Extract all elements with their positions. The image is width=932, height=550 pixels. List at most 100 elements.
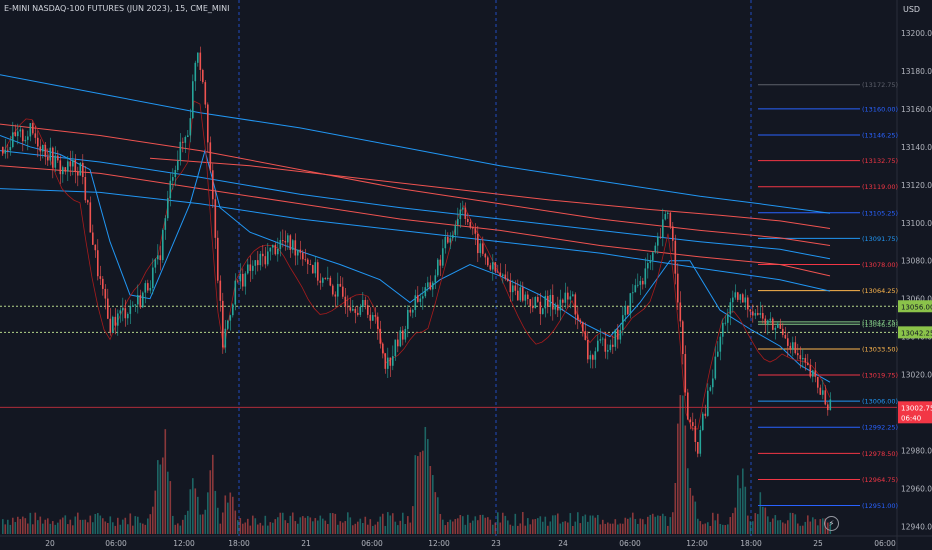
volume-bar [407, 516, 409, 534]
candle-body [192, 81, 194, 119]
candle-body [739, 294, 742, 300]
candle-body [309, 264, 312, 266]
candle-body [312, 265, 314, 274]
volume-bar [92, 522, 94, 534]
volume-bar [762, 506, 764, 534]
candle-body [452, 234, 454, 239]
candle-body [272, 244, 274, 248]
volume-bar [487, 517, 489, 534]
band-line [1, 100, 831, 430]
volume-bar [722, 524, 724, 534]
candle-body [217, 237, 219, 281]
volume-bar [72, 525, 74, 534]
volume-bar [749, 521, 752, 534]
candle-body [657, 236, 659, 246]
candle-body [557, 304, 559, 311]
candle-body [692, 422, 694, 426]
volume-bar [489, 519, 492, 534]
volume-bar [184, 514, 187, 534]
volume-bar [514, 513, 517, 534]
volume-bar [652, 513, 654, 534]
candle-body [802, 357, 804, 360]
symbol-title[interactable]: E-MINI NASDAQ-100 FUTURES (JUN 2023), 15… [4, 4, 230, 13]
price-tick-label: 12940.00 [901, 522, 932, 531]
volume-bar [527, 518, 529, 534]
candle-body [189, 118, 192, 136]
volume-bar [472, 520, 474, 534]
volume-bar [822, 518, 824, 534]
candle-body [752, 311, 754, 316]
candle-body [44, 144, 47, 157]
candle-body [667, 212, 669, 214]
volume-bar [109, 516, 112, 534]
currency-label: USD [903, 5, 921, 14]
candle-body [749, 309, 752, 312]
candle-body [302, 252, 304, 260]
level-badge-label: 13042.25 [901, 329, 932, 337]
candle-body [399, 330, 402, 347]
volume-bar [9, 524, 12, 534]
volume-bar [52, 521, 54, 534]
candle-body [664, 213, 667, 220]
volume-bar [809, 521, 812, 534]
candle-body [464, 207, 467, 219]
candle-body [334, 294, 337, 297]
volume-bar [119, 524, 122, 534]
candle-body [804, 357, 807, 363]
candle-body [59, 160, 62, 175]
candle-body [577, 314, 579, 321]
bolt-icon[interactable]: ⚡ [824, 516, 839, 531]
candle-body [382, 343, 384, 354]
candle-body [822, 390, 824, 395]
volume-bar [709, 525, 712, 534]
moving-average-line [0, 188, 831, 292]
volume-bar [787, 520, 789, 534]
volume-bar [147, 518, 149, 534]
volume-bar [422, 450, 424, 534]
candle-body [267, 251, 269, 265]
candle-body [409, 309, 412, 313]
volume-bar [429, 466, 432, 534]
candle-body [314, 262, 317, 274]
candle-body [624, 306, 627, 316]
volume-bar [329, 513, 332, 534]
price-tick-label: 12960.00 [901, 484, 932, 493]
candle-body [139, 294, 142, 308]
volume-bar [732, 513, 734, 534]
volume-bar [74, 516, 77, 534]
candle-body [54, 155, 57, 168]
volume-bar [794, 514, 797, 534]
volume-bar [777, 520, 779, 534]
volume-bar [219, 523, 222, 534]
candle-body [237, 280, 239, 282]
volume-bar [447, 522, 449, 534]
volume-bar [319, 515, 322, 534]
candle-body [639, 280, 642, 285]
candle-body [367, 305, 369, 315]
candle-body [187, 135, 189, 137]
volume-bar [39, 516, 42, 534]
volume-bar [564, 521, 567, 534]
candle-body [494, 262, 497, 272]
candle-body [774, 327, 777, 330]
candle-body [174, 170, 177, 178]
candle-body [437, 259, 439, 276]
candle-body [679, 302, 682, 322]
moving-average-line [0, 135, 831, 383]
volume-bar [32, 524, 34, 534]
volume-bar [744, 486, 747, 534]
volume-bar [737, 475, 739, 534]
volume-bar [694, 501, 697, 534]
candle-body [72, 159, 74, 167]
candle-body [534, 296, 537, 309]
last-price-label: 13002.75 [901, 404, 932, 412]
time-tick-label: 12:00 [173, 539, 195, 548]
volume-bar [452, 521, 454, 534]
candle-body [469, 222, 472, 228]
candle-body [112, 316, 114, 333]
candle-body [224, 328, 227, 348]
candle-body [244, 273, 247, 287]
volume-bar [502, 512, 504, 534]
